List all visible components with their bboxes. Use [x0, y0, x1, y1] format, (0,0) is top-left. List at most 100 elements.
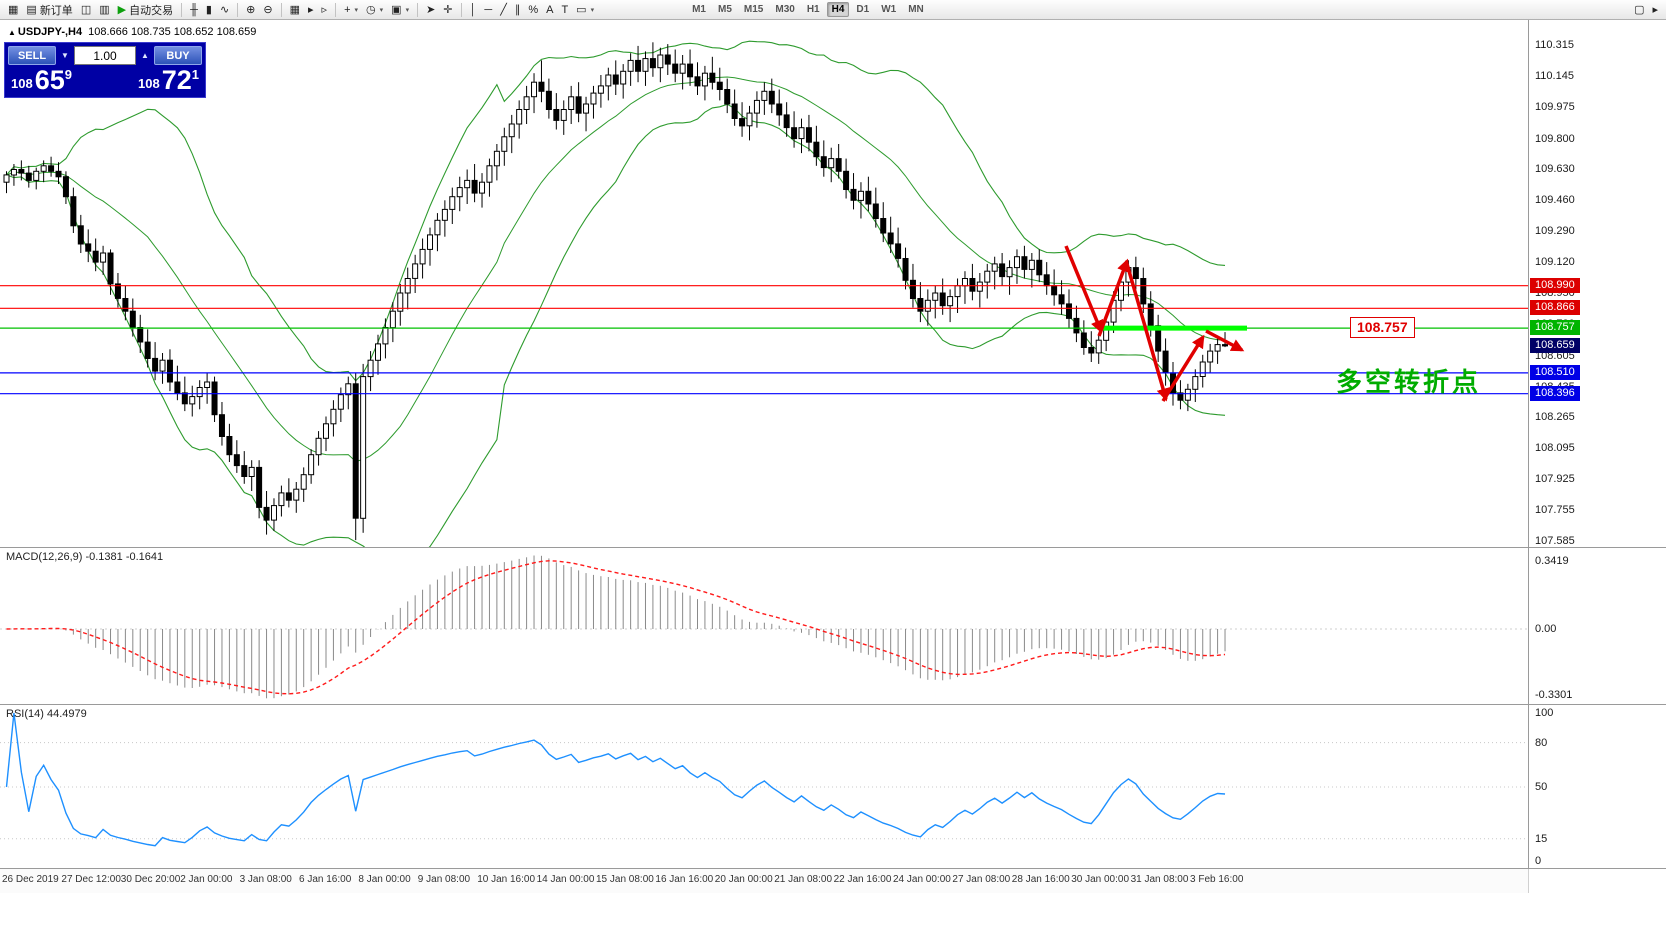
rsi-svg[interactable] [0, 705, 1528, 868]
auto-scroll-icon: ▸ [308, 3, 314, 16]
bollinger-lower-line [6, 103, 1226, 547]
toolbar-separator [417, 2, 419, 17]
rsi-line [5, 712, 1226, 847]
vertical-line-button[interactable]: │ [466, 1, 481, 19]
symbol-marker-icon: ▲ [8, 28, 16, 37]
price-level-label[interactable]: 108.757 [1350, 317, 1415, 338]
autotrading-button[interactable]: ▶ 自动交易 [114, 1, 177, 19]
toolbar-separator [335, 2, 337, 17]
add-indicator-button[interactable]: + ▾ [340, 1, 362, 19]
tf-button-m15[interactable]: M15 [743, 4, 764, 15]
toolbar-separator [280, 2, 282, 17]
macd-axis: 0.3419 0.00 -0.3301 [1528, 548, 1666, 705]
price-axis-label: 107.585 [1535, 535, 1575, 547]
rsi-axis: 100 80 50 15 0 [1528, 705, 1666, 869]
macd-panel[interactable]: MACD(12,26,9) -0.1381 -0.1641 [0, 548, 1528, 705]
zoom-in-icon: ⊕ [246, 3, 256, 16]
chevron-down-icon: ▾ [354, 6, 359, 14]
time-axis[interactable]: 26 Dec 2019 27 Dec 12:00 30 Dec 20:00 2 Jan… [0, 869, 1528, 893]
one-click-trade-panel: SELL ▼ ▲ BUY 108 65 9 108 72 1 [4, 42, 206, 98]
macd-axis-label: 0.3419 [1535, 555, 1569, 567]
rsi-axis-label: 15 [1535, 832, 1548, 845]
label-button[interactable]: T [557, 1, 572, 19]
rsi-panel[interactable]: RSI(14) 44.4979 [0, 705, 1528, 869]
crosshair-button[interactable]: ✛ [439, 1, 456, 19]
tf-button-w1[interactable]: W1 [881, 4, 897, 15]
annotation-arrows[interactable] [1064, 245, 1245, 402]
shapes-icon: ▭ [576, 3, 587, 16]
template-icon: ▣ [391, 3, 402, 16]
time-axis-label: 27 Dec 12:00 [61, 874, 121, 885]
profiles-button[interactable]: ▥ [95, 1, 113, 19]
plus-icon: + [344, 3, 351, 16]
line-chart-button[interactable]: ∿ [216, 1, 233, 19]
trendline-button[interactable]: ╱ [496, 1, 511, 19]
macd-svg[interactable] [0, 548, 1528, 704]
bar-chart-button[interactable]: ╫ [186, 1, 202, 19]
templates-button[interactable]: ▣ ▾ [387, 1, 413, 19]
sell-price-sup: 9 [64, 67, 72, 82]
auto-scroll-button[interactable]: ▸ [304, 1, 318, 19]
new-order-button[interactable]: ▤ 新订单 [22, 1, 76, 19]
chevron-down-icon: ▾ [590, 6, 595, 14]
price-tag: 108.396 [1530, 385, 1580, 401]
horizontal-line-icon: ─ [484, 3, 493, 16]
chart-window-button[interactable]: ◫ [77, 1, 95, 19]
zoom-out-button[interactable]: ⊖ [259, 1, 276, 19]
buy-price-sup: 1 [191, 67, 199, 82]
buy-button[interactable]: BUY [154, 46, 202, 65]
zoom-in-button[interactable]: ⊕ [242, 1, 259, 19]
price-axis-label: 109.290 [1535, 225, 1575, 238]
price-tag: 108.866 [1530, 300, 1580, 316]
volume-input[interactable] [74, 46, 136, 65]
price-axis-label: 110.315 [1535, 39, 1574, 51]
tf-button-h4[interactable]: H4 [826, 2, 850, 17]
periods-button[interactable]: ◷ ▾ [362, 1, 387, 19]
tf-button-m30[interactable]: M30 [775, 4, 795, 15]
main-chart-svg[interactable] [0, 20, 1528, 547]
macd-axis-label: 0.00 [1535, 623, 1557, 635]
price-axis-label: 109.800 [1535, 132, 1575, 145]
channel-button[interactable]: ∥ [511, 1, 525, 19]
symbol-name: USDJPY-,H4 [17, 26, 83, 38]
tf-button-mn[interactable]: MN [908, 4, 924, 15]
chart-note-text[interactable]: 多空转折点 [1336, 367, 1482, 397]
play-icon: ▶ [117, 3, 127, 16]
sell-button[interactable]: SELL [8, 46, 56, 65]
time-axis-label: 27 Jan 08:00 [952, 874, 1011, 885]
tf-button-h1[interactable]: H1 [806, 4, 820, 15]
new-chart-button[interactable]: ▦ [4, 1, 22, 19]
price-tag: 108.990 [1530, 277, 1580, 293]
chart-shift-button[interactable]: ▹ [318, 1, 332, 19]
candlestick-chart-button[interactable]: ▮ [202, 1, 216, 19]
cursor-button[interactable]: ➤ [422, 1, 439, 19]
time-axis-label: 22 Jan 16:00 [833, 874, 892, 885]
volume-up-button[interactable]: ▲ [139, 48, 151, 63]
tf-button-m1[interactable]: M1 [692, 4, 706, 15]
triangle-down-icon: ▼ [61, 51, 69, 60]
new-order-icon: ▤ [26, 3, 37, 16]
tf-button-m5[interactable]: M5 [718, 4, 732, 15]
time-axis-label: 20 Jan 00:00 [714, 874, 773, 885]
tile-windows-button[interactable]: ▦ [286, 1, 304, 19]
price-axis-label: 107.925 [1535, 473, 1575, 486]
timeframe-group: M1 M5 M15 M30 H1 H4 D1 W1 MN [686, 2, 930, 17]
fibonacci-button[interactable]: % [524, 1, 542, 19]
red-arrow [1205, 329, 1245, 352]
time-axis-label: 10 Jan 16:00 [477, 874, 536, 885]
horizontal-level-lines[interactable] [0, 285, 1528, 395]
price-axis[interactable]: 110.315 110.145 109.975 109.800 109.630 109.4… [1528, 20, 1666, 548]
shapes-button[interactable]: ▭ ▾ [572, 1, 598, 19]
more-tools-button[interactable]: ▸ [1648, 1, 1662, 19]
macd-axis-label: -0.3301 [1535, 688, 1573, 701]
tile-windows-icon: ▦ [289, 3, 301, 16]
main-chart-panel[interactable] [0, 20, 1528, 548]
dock-chart-button[interactable]: ▢ [1630, 1, 1648, 19]
tf-button-d1[interactable]: D1 [856, 4, 870, 15]
horizontal-line-button[interactable]: ─ [480, 1, 496, 19]
vertical-line-icon: │ [469, 3, 477, 16]
new-chart-icon: ▦ [8, 3, 19, 16]
candlesticks [3, 42, 1229, 541]
volume-down-button[interactable]: ▼ [59, 48, 71, 63]
text-button[interactable]: A [542, 1, 557, 19]
